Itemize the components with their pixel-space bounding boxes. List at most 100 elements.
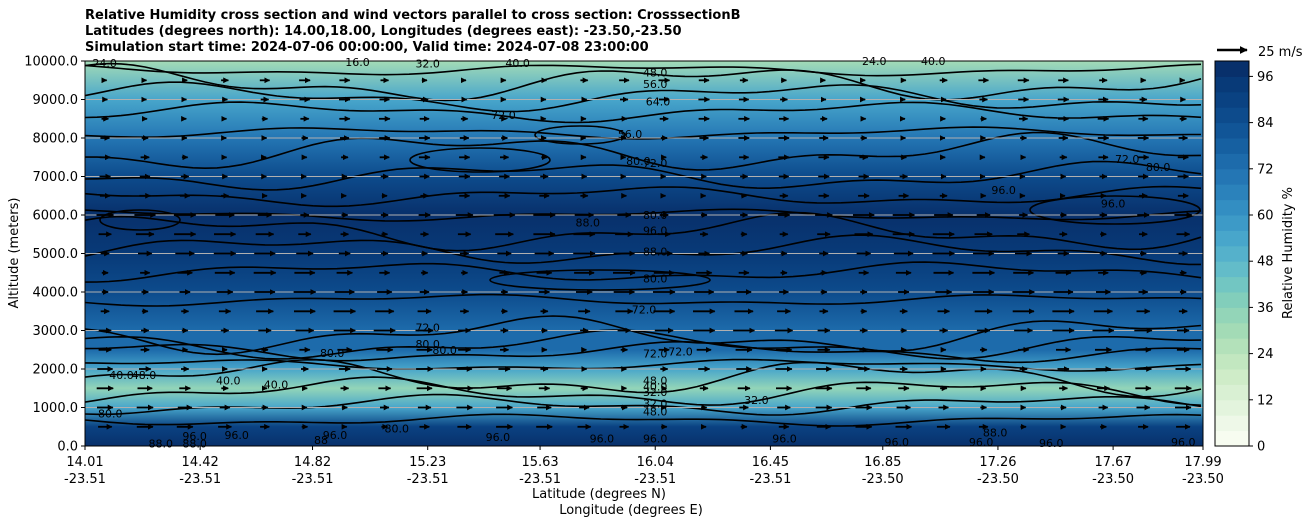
y-tick-label-4: 4000.0 [33, 286, 79, 301]
contour-line-19 [85, 62, 1202, 102]
y-axis: 0.0 1000.0 2000.0 3000.0 4000.0 5000.0 6000.0 7… [24, 55, 85, 455]
contour-label-13: 72.0 [1115, 153, 1140, 166]
y-tick-label-5: 5000.0 [33, 247, 79, 262]
contour-label-3: 40.0 [505, 57, 530, 70]
colorbar-swatch-23 [1215, 76, 1249, 93]
colorbar-swatch-19 [1215, 138, 1249, 154]
y-tick-label-9: 9000.0 [33, 93, 79, 108]
contour-label-22: 72.0 [632, 303, 657, 316]
colorbar-swatch-21 [1215, 107, 1249, 124]
x-tick-label-lat-7: 16.85 [864, 455, 901, 470]
y-tick-label-1: 1000.0 [33, 401, 79, 416]
x-axis-label-latitude: Latitude (degrees N) [532, 487, 666, 502]
closed-contour-1 [99, 209, 181, 231]
colorbar-swatch-18 [1215, 153, 1249, 170]
contour-label-55: 88 [314, 434, 328, 447]
contour-label-16: 96.0 [1101, 197, 1126, 210]
contour-label-44: 96.0 [224, 429, 249, 442]
contour-line-14 [85, 160, 1202, 191]
colorbar-swatch-15 [1215, 199, 1249, 216]
contour-label-18: 80.0 [643, 209, 668, 222]
colorbar-tick-label-1: 12 [1257, 393, 1274, 408]
colorbar-swatch-22 [1215, 91, 1249, 108]
colorbar-swatch-3 [1215, 384, 1249, 401]
wind-key: 25 m/s [1217, 45, 1303, 60]
contour-label-37: 32.0 [643, 398, 668, 411]
contour-label-14: 80.0 [1146, 161, 1171, 174]
contour-label-53: 96.0 [1039, 437, 1064, 450]
contour-label-43: 96.0 [182, 430, 207, 443]
x-tick-label-lat-1: 14.42 [182, 455, 219, 470]
contour-label-27: 72.0 [643, 348, 668, 361]
colorbar-tick-label-4: 48 [1257, 255, 1274, 270]
colorbar-tick-label-7: 84 [1257, 116, 1274, 131]
x-tick-label-lon-0: -23.51 [64, 472, 106, 487]
contour-label-1: 16.0 [345, 56, 370, 69]
colorbar-swatch-5 [1215, 353, 1249, 370]
contour-label-36: 32.0 [744, 394, 769, 407]
chart-title-line-3: Simulation start time: 2024-07-06 00:00:… [85, 40, 649, 55]
colorbar-tick-label-8: 96 [1257, 70, 1274, 85]
x-tick-label-lat-0: 14.01 [66, 455, 103, 470]
contour-label-11: 72.0 [643, 157, 668, 170]
contour-label-9: 64.0 [646, 95, 671, 108]
x-axis: 14.01 -23.51 14.42 -23.51 14.82 -23.51 15.23 -2… [64, 446, 1224, 487]
contour-label-5: 56.0 [643, 78, 668, 91]
contour-label-42: 88.0 [182, 438, 207, 451]
contour-line-11 [85, 211, 1202, 252]
colorbar-label: Relative Humidity % [1281, 187, 1296, 319]
contour-label-8: 72.0 [491, 109, 516, 122]
y-tick-label-6: 6000.0 [33, 209, 79, 224]
colorbar-swatch-12 [1215, 245, 1249, 262]
y-tick-label-7: 7000.0 [33, 170, 79, 185]
colorbar-swatch-11 [1215, 261, 1249, 278]
x-tick-label-lon-3: -23.51 [407, 472, 449, 487]
contour-label-15: 96.0 [991, 184, 1016, 197]
contour-line-3 [85, 358, 1202, 398]
closed-contour-4 [534, 125, 626, 145]
x-tick-label-lon-7: -23.50 [862, 472, 904, 487]
colorbar-swatch-10 [1215, 276, 1249, 293]
plot-area: 24.0 16.0 32.0 40.048.056.040.024.072.064.0… [84, 55, 1204, 451]
contour-label-40: 80.0 [385, 423, 410, 436]
contour-line-0 [85, 413, 1202, 427]
colorbar-tick-label-0: 0 [1257, 440, 1265, 455]
colorbar-swatch-9 [1215, 292, 1249, 308]
closed-contour-0 [409, 147, 551, 173]
colorbar-swatch-2 [1215, 399, 1249, 416]
colorbar-swatch-16 [1215, 184, 1249, 201]
x-tick-label-lat-2: 14.82 [294, 455, 331, 470]
contour-labels: 24.0 16.0 32.0 40.048.056.040.024.072.064.0… [92, 55, 1195, 451]
y-tick-label-3: 3000.0 [33, 324, 79, 339]
wind-key-label: 25 m/s [1258, 45, 1303, 60]
contour-label-4: 48.0 [643, 67, 668, 80]
contour-label-2: 32.0 [415, 58, 440, 71]
contour-label-19: 96.0 [643, 224, 668, 237]
contour-label-29: 40.0 [109, 369, 134, 382]
x-tick-label-lat-10: 17.99 [1184, 455, 1221, 470]
x-axis-label-longitude: Longitude (degrees E) [559, 503, 703, 518]
contour-label-39: 80.0 [98, 407, 123, 420]
colorbar-frame [1214, 60, 1250, 447]
x-tick-label-lat-6: 16.45 [752, 455, 789, 470]
chart-title-line-2: Latitudes (degrees north): 14.00,18.00, … [85, 24, 682, 39]
x-tick-label-lat-9: 17.67 [1095, 455, 1132, 470]
contour-line-4 [85, 358, 1202, 372]
colorbar-swatch-13 [1215, 230, 1249, 247]
contour-label-48: 96.0 [643, 432, 668, 445]
y-tick-label-2: 2000.0 [33, 363, 79, 378]
colorbar-swatch-24 [1215, 61, 1249, 77]
contour-line-9 [85, 261, 1202, 283]
contour-label-30: 48.0 [132, 369, 157, 382]
contour-label-20: 88.0 [643, 246, 668, 259]
contour-label-46: 96.0 [486, 431, 511, 444]
x-tick-label-lon-2: -23.51 [292, 472, 334, 487]
colorbar-tick-label-5: 60 [1257, 209, 1274, 224]
contour-line-7 [85, 315, 1202, 356]
x-tick-label-lon-8: -23.50 [977, 472, 1019, 487]
x-tick-label-lon-10: -23.50 [1182, 472, 1224, 487]
contour-label-33: 48.0 [643, 375, 668, 388]
contour-label-32: 40.0 [264, 378, 289, 391]
contour-line-6 [85, 329, 1202, 360]
